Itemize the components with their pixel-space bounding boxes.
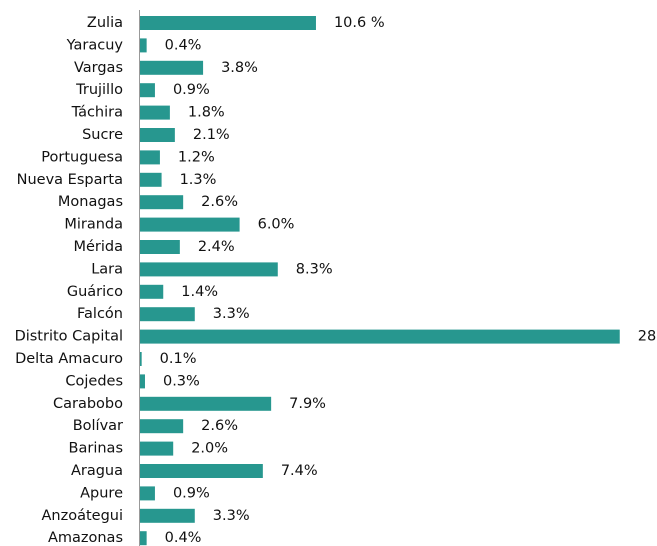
value-label: 8.3%	[296, 261, 333, 277]
category-label: Vargas	[74, 60, 123, 76]
bar	[140, 531, 147, 546]
bar	[140, 396, 272, 411]
value-label: 0.9%	[173, 82, 210, 98]
category-label: Yaracuy	[66, 37, 124, 53]
category-label: Amazonas	[48, 530, 123, 546]
category-label: Miranda	[64, 217, 123, 233]
category-label: Zulia	[87, 15, 123, 31]
value-label: 28.9%	[638, 329, 657, 345]
bar	[140, 128, 175, 142]
category-label: Sucre	[82, 127, 123, 143]
value-label: 1.8%	[188, 105, 225, 121]
category-label: Distrito Capital	[15, 329, 123, 345]
value-label: 2.1%	[193, 127, 230, 143]
bar	[140, 352, 142, 366]
bar	[140, 172, 162, 187]
category-label: Anzoátegui	[41, 508, 123, 524]
value-label: 1.4%	[181, 284, 218, 300]
value-label: 0.4%	[165, 37, 202, 53]
bar	[140, 150, 160, 165]
category-label: Lara	[91, 261, 123, 277]
category-label: Delta Amacuro	[15, 351, 123, 367]
bar	[140, 508, 195, 523]
category-label: Mérida	[73, 239, 123, 255]
value-label: 2.6%	[201, 418, 238, 434]
bar	[140, 16, 316, 30]
bar	[140, 486, 155, 501]
value-label: 2.6%	[201, 194, 238, 210]
value-label: 6.0%	[258, 217, 295, 233]
category-label: Táchira	[71, 105, 123, 121]
bar	[140, 105, 170, 120]
value-label: 10.6 %	[334, 15, 385, 31]
bar	[140, 83, 155, 98]
value-label: 7.9%	[289, 396, 326, 412]
category-label: Trujillo	[75, 82, 123, 98]
value-label: 0.1%	[160, 351, 197, 367]
category-label: Guárico	[67, 284, 123, 300]
bar	[140, 240, 180, 254]
bar	[140, 38, 147, 53]
value-label: 0.4%	[165, 530, 202, 546]
category-label: Apure	[80, 485, 123, 501]
bar	[140, 307, 195, 322]
bar	[140, 60, 204, 75]
value-label: 2.0%	[191, 441, 228, 457]
bar	[140, 195, 184, 210]
category-label: Bolívar	[73, 418, 123, 434]
bar	[140, 262, 278, 277]
value-label: 3.3%	[213, 508, 250, 524]
value-label: 1.3%	[180, 172, 217, 188]
value-label: 0.3%	[163, 373, 200, 389]
category-label: Nueva Esparta	[17, 172, 123, 188]
category-label: Barinas	[69, 441, 123, 457]
bar	[140, 217, 240, 232]
value-label: 3.8%	[221, 60, 258, 76]
category-label: Carabobo	[53, 396, 123, 412]
value-label: 0.9%	[173, 485, 210, 501]
bar	[140, 374, 145, 389]
category-label: Portuguesa	[41, 149, 123, 165]
category-label: Cojedes	[65, 373, 123, 389]
value-label: 2.4%	[198, 239, 235, 255]
value-label: 1.2%	[178, 149, 215, 165]
category-label: Aragua	[71, 463, 123, 479]
value-label: 3.3%	[213, 306, 250, 322]
value-label: 7.4%	[281, 463, 318, 479]
category-label: Falcón	[77, 306, 123, 322]
bar	[140, 419, 184, 434]
bar	[140, 329, 620, 344]
bar	[140, 441, 174, 456]
bar	[140, 464, 263, 478]
bar	[140, 284, 164, 299]
category-label: Monagas	[58, 194, 123, 210]
